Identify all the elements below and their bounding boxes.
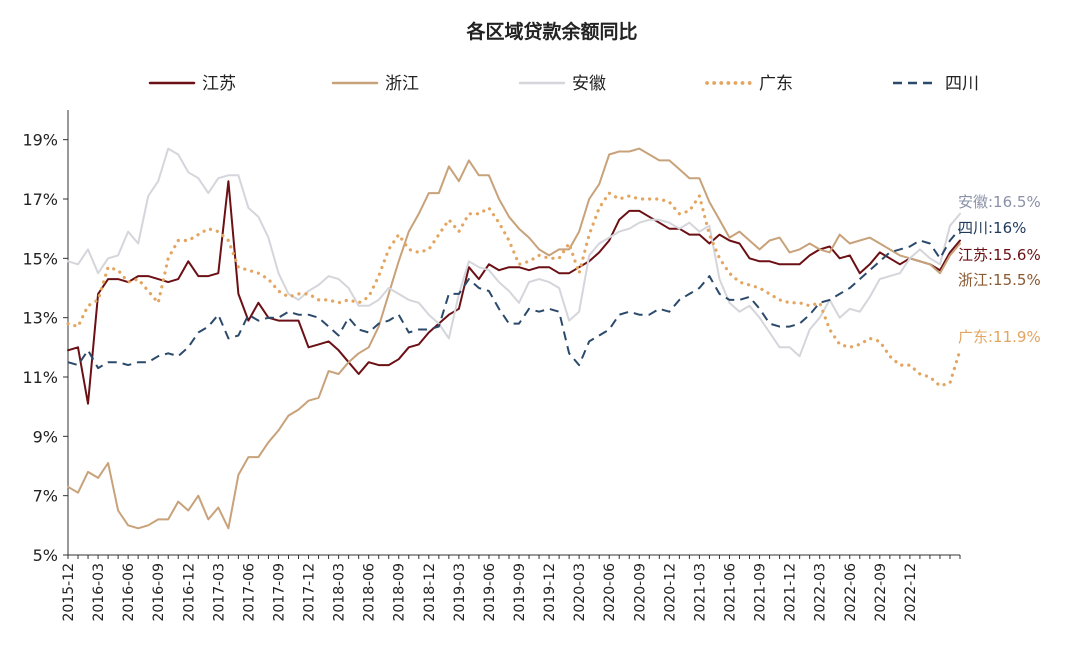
y-tick-label: 17% [22, 190, 58, 209]
series-line-江苏 [67, 180, 961, 405]
y-tick-label: 13% [22, 309, 58, 328]
x-tick-label: 2019-06 [482, 563, 498, 622]
series-line-安徽 [67, 147, 961, 358]
end-label-四川: 四川:16% [958, 219, 1026, 237]
legend-label-广东: 广东 [759, 74, 793, 94]
legend-label-四川: 四川 [945, 74, 979, 94]
x-tick-label: 2016-06 [121, 563, 137, 622]
end-label-广东: 广东:11.9% [958, 328, 1041, 346]
x-tick-label: 2018-12 [422, 563, 438, 622]
x-tick-label: 2019-03 [452, 563, 468, 622]
x-tick-label: 2020-12 [662, 563, 678, 622]
legend: 江苏 浙江 安徽 广东 四川 [148, 74, 979, 94]
x-tick-label: 2018-09 [392, 563, 408, 622]
x-tick-label: 2016-12 [181, 563, 197, 622]
x-tick-label: 2016-03 [91, 563, 107, 622]
x-tick-label: 2020-03 [572, 563, 588, 622]
x-tick-label: 2021-06 [722, 563, 738, 622]
y-tick-label: 7% [33, 487, 58, 506]
x-tick-label: 2015-12 [61, 563, 77, 622]
x-tick-label: 2021-03 [692, 563, 708, 622]
series-line-浙江 [67, 147, 961, 530]
end-label-安徽: 安徽:16.5% [958, 193, 1041, 211]
x-tick-label: 2022-09 [873, 563, 889, 622]
x-tick-label: 2017-03 [211, 563, 227, 622]
x-tick-label: 2020-09 [632, 563, 648, 622]
x-tick-label: 2017-12 [302, 563, 318, 622]
x-tick-label: 2022-12 [903, 563, 919, 622]
x-tick-label: 2017-06 [241, 563, 257, 622]
x-tick-label: 2022-06 [843, 563, 859, 622]
x-tick-label: 2016-09 [151, 563, 167, 622]
x-tick-label: 2018-06 [362, 563, 378, 622]
series-line-四川 [67, 228, 961, 370]
series-line-广东 [66, 191, 962, 388]
x-axis: 2015-12 2016-03 2016-06 2016-09 2016-12 2017-… [61, 554, 961, 622]
y-tick-label: 5% [33, 546, 58, 565]
y-tick-label: 15% [22, 249, 58, 268]
x-tick-label: 2018-03 [332, 563, 348, 622]
legend-label-安徽: 安徽 [572, 74, 606, 94]
x-tick-label: 2022-03 [813, 563, 829, 622]
series-lines [66, 147, 962, 530]
x-tick-label: 2019-09 [512, 563, 528, 622]
legend-label-江苏: 江苏 [202, 74, 236, 94]
end-labels: 江苏:15.6% 浙江:15.5% 安徽:16.5% 广东:11.9% 四川:16% [958, 193, 1041, 346]
x-tick-label: 2017-09 [271, 563, 287, 622]
x-tick-label: 2021-12 [783, 563, 799, 622]
end-label-江苏: 江苏:15.6% [958, 246, 1041, 264]
y-tick-label: 19% [22, 131, 58, 150]
y-axis: 19% 17% 15% 13% 11% 9% 7% 5% [22, 110, 69, 565]
y-tick-label: 9% [33, 427, 58, 446]
x-tick-label: 2021-09 [753, 563, 769, 622]
y-tick-label: 11% [22, 368, 58, 387]
x-tick-label: 2019-12 [542, 563, 558, 622]
chart-title: 各区域贷款余额同比 [465, 20, 637, 43]
legend-label-浙江: 浙江 [385, 74, 419, 94]
end-label-浙江: 浙江:15.5% [958, 271, 1041, 289]
x-tick-label: 2020-06 [602, 563, 618, 622]
